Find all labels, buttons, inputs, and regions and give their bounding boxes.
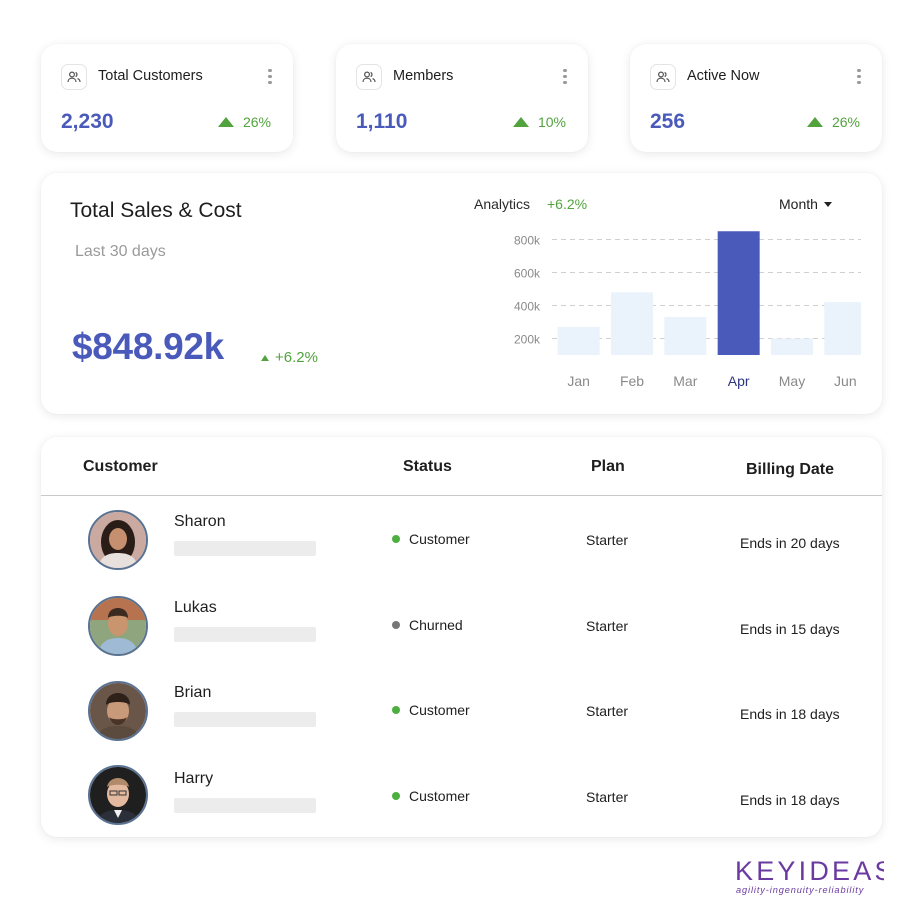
- keyideas-logo: KEYIDEAS agility-ingenuity-reliability: [735, 856, 884, 895]
- plan: Starter: [586, 532, 629, 548]
- x-tick-label: Feb: [620, 373, 644, 389]
- range-select[interactable]: Month: [779, 196, 832, 212]
- stat-value: 2,230: [61, 110, 114, 133]
- stat-change-value: 26%: [242, 114, 271, 130]
- status-badge: Customer: [392, 788, 470, 804]
- stat-change: 26%: [806, 114, 860, 130]
- plan: Starter: [586, 789, 629, 805]
- customer-table: Customer Status Plan Billing Date Sharon…: [41, 437, 882, 837]
- billing-date: Ends in 18 days: [740, 792, 840, 808]
- users-icon: [650, 64, 676, 90]
- x-tick-label: Jun: [834, 373, 857, 389]
- logo-tagline: agility-ingenuity-reliability: [736, 885, 865, 895]
- arrow-up-icon: [217, 117, 234, 127]
- analytics-change: +6.2%: [547, 196, 588, 212]
- bar-feb[interactable]: [611, 292, 653, 355]
- avatar: [88, 765, 148, 825]
- logo-wordmark: KEYIDEAS: [735, 856, 884, 886]
- stat-card-active-now: Active Now 256 26%: [630, 44, 882, 152]
- avatar: [88, 510, 148, 570]
- bar-mar[interactable]: [664, 317, 707, 355]
- table-row[interactable]: Brian Customer Starter Ends in 18 days: [41, 670, 882, 756]
- header-plan: Plan: [591, 458, 625, 475]
- customer-name: Lukas: [174, 599, 217, 616]
- stat-change-value: 26%: [831, 114, 860, 130]
- sales-period: Last 30 days: [75, 243, 166, 260]
- status-label: Churned: [409, 617, 463, 633]
- sales-card: Total Sales & Cost Last 30 days $848.92k…: [41, 173, 882, 414]
- analytics-label: Analytics: [474, 196, 531, 212]
- status-badge: Customer: [392, 531, 470, 547]
- stat-card-total-customers: Total Customers 2,230 26%: [41, 44, 293, 152]
- status-dot: [392, 792, 400, 800]
- stat-title: Active Now: [687, 68, 760, 84]
- sales-amount: $848.92k: [72, 326, 224, 367]
- more-vertical-icon[interactable]: [263, 66, 277, 90]
- y-tick-label: 800k: [514, 234, 541, 248]
- placeholder-bar: [174, 627, 316, 642]
- y-tick-label: 400k: [514, 300, 541, 314]
- billing-date: Ends in 18 days: [740, 706, 840, 722]
- status-label: Customer: [409, 531, 470, 547]
- stat-change: 10%: [512, 114, 566, 130]
- placeholder-bar: [174, 798, 316, 813]
- plan: Starter: [586, 703, 629, 719]
- bar-apr[interactable]: [717, 231, 760, 355]
- placeholder-bar: [174, 712, 316, 727]
- sales-title: Total Sales & Cost: [70, 199, 242, 222]
- x-tick-label: Mar: [673, 373, 697, 389]
- arrow-up-icon: [806, 117, 823, 127]
- table-row[interactable]: Lukas Churned Starter Ends in 15 days: [41, 585, 882, 671]
- stat-title: Members: [393, 68, 454, 84]
- bar-jun[interactable]: [824, 302, 861, 355]
- more-vertical-icon[interactable]: [558, 66, 572, 90]
- stat-card-members: Members 1,110 10%: [336, 44, 588, 152]
- billing-date: Ends in 20 days: [740, 535, 840, 551]
- table-row[interactable]: Sharon Customer Starter Ends in 20 days: [41, 499, 882, 585]
- stat-change: 26%: [217, 114, 271, 130]
- x-tick-label: May: [779, 373, 805, 389]
- plan: Starter: [586, 618, 629, 634]
- users-icon: [61, 64, 87, 90]
- users-icon: [356, 64, 382, 90]
- x-tick-label: Apr: [728, 373, 750, 389]
- status-label: Customer: [409, 788, 470, 804]
- y-tick-label: 200k: [514, 333, 541, 347]
- sales-change: +6.2%: [261, 349, 318, 366]
- arrow-up-icon: [261, 354, 269, 361]
- stat-change-value: 10%: [537, 114, 566, 130]
- customer-name: Brian: [174, 684, 212, 701]
- status-badge: Customer: [392, 702, 470, 718]
- y-tick-label: 600k: [514, 267, 541, 281]
- bar-may[interactable]: [771, 338, 813, 356]
- more-vertical-icon[interactable]: [852, 66, 866, 90]
- status-dot: [392, 706, 400, 714]
- sales-change-value: +6.2%: [275, 349, 318, 366]
- customer-name: Sharon: [174, 513, 226, 530]
- header-billing-date: Billing Date: [746, 461, 835, 478]
- stat-value: 1,110: [356, 110, 408, 133]
- chevron-down-icon: [823, 201, 832, 207]
- range-select-label: Month: [779, 196, 818, 212]
- stat-title: Total Customers: [98, 68, 203, 84]
- avatar: [88, 596, 148, 656]
- status-dot: [392, 535, 400, 543]
- bar-jan[interactable]: [557, 326, 600, 355]
- avatar: [88, 681, 148, 741]
- x-tick-label: Jan: [567, 373, 590, 389]
- sales-bar-chart: 200k 400k 600k 800k Jan Feb Mar Apr May Jun: [514, 231, 861, 389]
- stat-value: 256: [650, 110, 686, 133]
- status-badge: Churned: [392, 617, 463, 633]
- status-dot: [392, 621, 400, 629]
- customer-name: Harry: [174, 770, 214, 787]
- arrow-up-icon: [512, 117, 529, 127]
- table-row[interactable]: Harry Customer Starter Ends in 18 days: [41, 756, 882, 842]
- billing-date: Ends in 15 days: [740, 621, 840, 637]
- header-customer: Customer: [83, 458, 158, 475]
- header-divider: [41, 495, 882, 496]
- status-label: Customer: [409, 702, 470, 718]
- placeholder-bar: [174, 541, 316, 556]
- header-status: Status: [403, 458, 452, 475]
